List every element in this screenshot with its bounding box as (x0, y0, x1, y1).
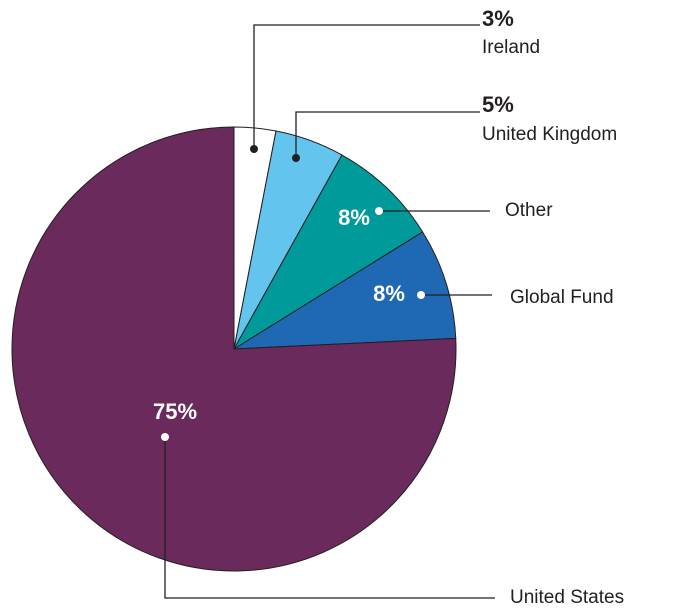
value-label: 75% (153, 399, 197, 424)
leader-line (164, 437, 495, 599)
pie-slice (232, 231, 457, 350)
category-label: Other (505, 200, 553, 221)
leader-line (253, 24, 480, 149)
value-label: 8% (373, 281, 405, 306)
category-label: Global Fund (510, 287, 614, 308)
category-label: Ireland (482, 37, 540, 58)
leader-dot (161, 433, 169, 441)
leader-dot (417, 291, 425, 299)
leader-dot (375, 207, 383, 215)
pie-slice (11, 126, 457, 572)
category-label: United Kingdom (482, 124, 617, 145)
leader-dot (292, 154, 300, 162)
leader-dot (250, 145, 258, 153)
value-label: 8% (338, 205, 370, 230)
value-label: 5% (482, 92, 514, 117)
leader-line (295, 111, 480, 158)
category-label: United States (510, 587, 624, 608)
value-label: 3% (482, 6, 514, 31)
pie-slice (232, 154, 424, 351)
